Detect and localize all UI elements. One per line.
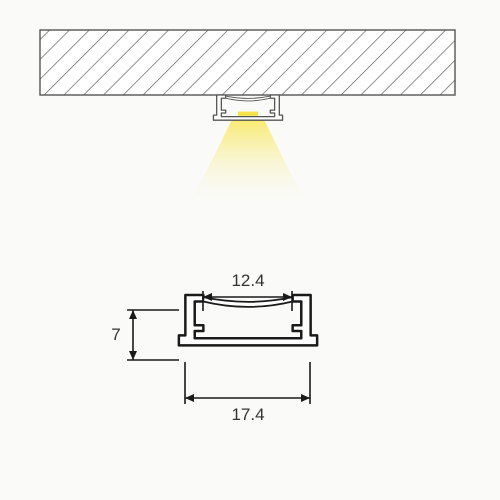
dim-inner-width-label: 12.4 bbox=[231, 271, 264, 291]
dimension-lines bbox=[127, 291, 310, 404]
diffuser-large bbox=[203, 297, 292, 307]
diagram-stage: 12.4 17.4 7 bbox=[0, 0, 500, 500]
light-beam bbox=[187, 117, 309, 211]
ceiling-hatch bbox=[40, 30, 455, 95]
dim-outer-width-label: 17.4 bbox=[231, 405, 264, 425]
installed-profile bbox=[187, 95, 309, 210]
dim-height-label: 7 bbox=[111, 325, 120, 345]
dimensioned-profile bbox=[179, 295, 317, 345]
diffuser-small bbox=[226, 96, 271, 101]
diagram-svg bbox=[0, 0, 500, 500]
led-chip bbox=[238, 112, 258, 116]
